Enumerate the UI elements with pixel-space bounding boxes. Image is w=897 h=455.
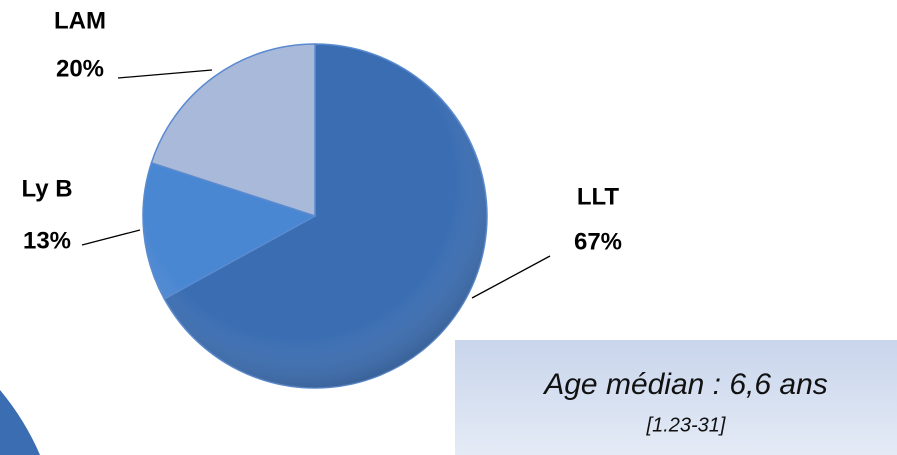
value-label: 20% [56,55,104,82]
slice-label: Ly B [21,175,72,202]
pie [142,43,488,389]
leader-line [117,69,213,79]
decor-shape [0,390,40,455]
leader-line [471,255,551,299]
value-label: 13% [23,227,71,254]
value-label: 67% [574,228,622,255]
annotation-title: Age médian : 6,6 ans [542,368,828,401]
annotation-box [455,340,897,455]
slice-label: LAM [54,7,106,34]
leader-line [81,229,141,246]
annotation-subtitle: [1.23-31] [646,414,726,436]
slice-label: LLT [577,183,620,210]
